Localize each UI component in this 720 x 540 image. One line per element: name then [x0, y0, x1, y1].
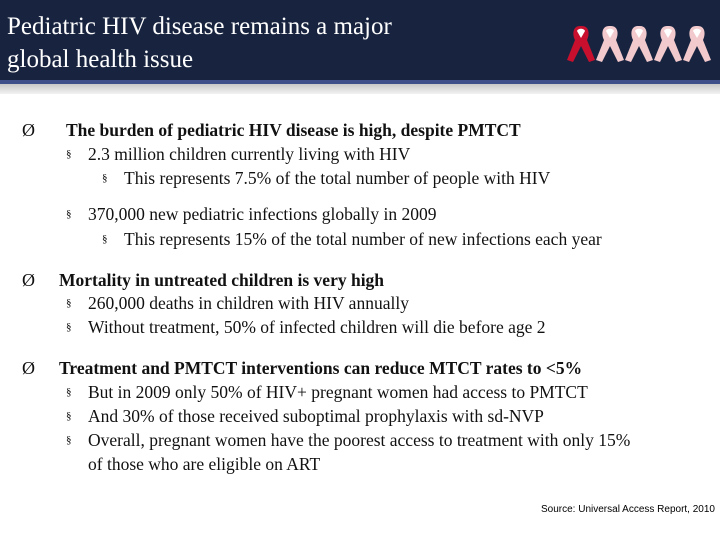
point-heading: The burden of pediatric HIV disease is h…	[66, 120, 521, 140]
title-line-1: Pediatric HIV disease remains a major	[7, 13, 392, 40]
ribbon-icon	[625, 26, 653, 62]
sub-point: 260,000 deaths in children with HIV annu…	[88, 293, 409, 313]
square-bullet-icon: §	[102, 172, 108, 184]
sub-sub-point: This represents 15% of the total number …	[124, 229, 602, 249]
sub-point: And 30% of those received suboptimal pro…	[88, 406, 544, 426]
shadow-bar	[0, 84, 720, 94]
sub-point: Without treatment, 50% of infected child…	[88, 317, 546, 337]
title-bar: Pediatric HIV disease remains a major gl…	[0, 0, 720, 80]
square-bullet-icon: §	[66, 434, 72, 446]
slide-title: Pediatric HIV disease remains a major gl…	[7, 10, 527, 76]
ribbon-icon	[596, 26, 624, 62]
sub-point-continuation: of those who are eligible on ART	[88, 454, 321, 474]
ribbon-icon	[654, 26, 682, 62]
square-bullet-icon: §	[66, 208, 72, 220]
accent-bar	[0, 80, 720, 84]
source-note: Source: Universal Access Report, 2010	[541, 504, 715, 515]
square-bullet-icon: §	[66, 410, 72, 422]
sub-point: Overall, pregnant women have the poorest…	[88, 430, 631, 450]
sub-point: 370,000 new pediatric infections globall…	[88, 204, 437, 224]
point-heading: Treatment and PMTCT interventions can re…	[59, 358, 583, 378]
point-heading: Mortality in untreated children is very …	[59, 270, 385, 290]
square-bullet-icon: §	[66, 321, 72, 333]
title-line-2: global health issue	[7, 46, 194, 73]
arrow-bullet-icon: Ø	[22, 120, 35, 140]
square-bullet-icon: §	[66, 386, 72, 398]
square-bullet-icon: §	[102, 233, 108, 245]
red-ribbon-icon	[567, 26, 595, 62]
ribbon-icon	[683, 26, 711, 62]
sub-sub-point: This represents 7.5% of the total number…	[124, 168, 551, 188]
sub-point: But in 2009 only 50% of HIV+ pregnant wo…	[88, 382, 588, 402]
arrow-bullet-icon: Ø	[22, 270, 35, 290]
awareness-ribbons-logo	[567, 26, 711, 62]
square-bullet-icon: §	[66, 297, 72, 309]
square-bullet-icon: §	[66, 148, 72, 160]
arrow-bullet-icon: Ø	[22, 358, 35, 378]
sub-point: 2.3 million children currently living wi…	[88, 144, 411, 164]
